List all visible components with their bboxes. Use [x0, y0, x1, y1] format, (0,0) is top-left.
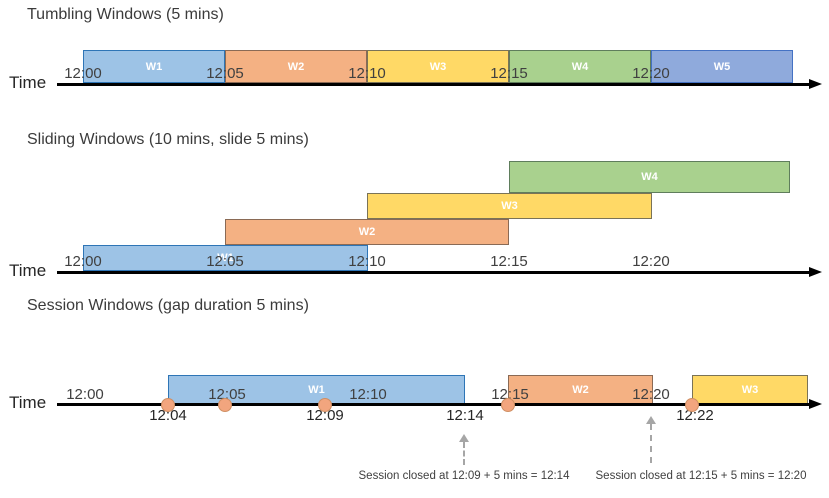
session-timeline	[57, 403, 810, 406]
session-title: Session Windows (gap duration 5 mins)	[27, 297, 309, 314]
sliding-title: Sliding Windows (10 mins, slide 5 mins)	[27, 131, 309, 148]
event-dot-1204	[161, 398, 175, 412]
tumbling-window-w2: W2	[225, 50, 367, 83]
event-label-1214: 12:14	[446, 407, 484, 424]
sliding-tick-1210: 12:10	[348, 253, 386, 270]
sliding-timeline	[57, 271, 810, 274]
tumbling-window-w1: W1	[83, 50, 225, 83]
tumbling-axis-arrow-icon	[809, 79, 822, 89]
tumbling-window-w4: W4	[509, 50, 651, 83]
sliding-tick-1215: 12:15	[490, 253, 528, 270]
tumbling-window-w5: W5	[651, 50, 793, 83]
sliding-tick-1205: 12:05	[206, 253, 244, 270]
session-close-arrow-2-icon	[646, 416, 656, 424]
session-window-w3: W3	[692, 375, 808, 404]
event-dot-1209	[318, 398, 332, 412]
session-tick-1200: 12:00	[66, 386, 104, 403]
tumbling-tick-1210: 12:10	[348, 65, 386, 82]
session-tick-1210: 12:10	[349, 386, 387, 403]
tumbling-tick-1205: 12:05	[206, 65, 244, 82]
sliding-axis-label: Time	[9, 261, 47, 280]
session-window-w1: W1	[168, 375, 465, 404]
event-label-1209: 12:09	[306, 407, 344, 424]
tumbling-timeline	[57, 83, 810, 86]
session-close-arrow-1-line	[463, 442, 465, 465]
sliding-window-w2: W2	[225, 219, 509, 245]
session-close-note-2: Session closed at 12:15 + 5 mins = 12:20	[595, 470, 807, 482]
tumbling-window-w3: W3	[367, 50, 509, 83]
sliding-tick-1220: 12:20	[632, 253, 670, 270]
session-close-arrow-2-line	[650, 424, 652, 463]
tumbling-title: Tumbling Windows (5 mins)	[27, 6, 224, 23]
sliding-window-w3: W3	[367, 193, 652, 219]
event-dot-1205	[218, 398, 232, 412]
sliding-window-w1: W1	[83, 245, 368, 271]
event-dot-1222	[685, 398, 699, 412]
session-tick-1205: 12:05	[208, 386, 246, 403]
session-close-note-1: Session closed at 12:09 + 5 mins = 12:14	[358, 470, 570, 482]
tumbling-axis-label: Time	[9, 73, 47, 92]
event-label-1222: 12:22	[676, 407, 714, 424]
session-tick-1215: 12:15	[491, 386, 529, 403]
session-axis-label: Time	[9, 393, 47, 412]
sliding-tick-1200: 12:00	[64, 253, 102, 270]
session-tick-1220: 12:20	[632, 386, 670, 403]
tumbling-tick-1200: 12:00	[64, 65, 102, 82]
sliding-window-w4: W4	[509, 161, 790, 193]
event-dot-1215	[501, 398, 515, 412]
event-label-1204: 12:04	[149, 407, 187, 424]
tumbling-tick-1220: 12:20	[632, 65, 670, 82]
session-close-arrow-1-icon	[459, 434, 469, 442]
sliding-axis-arrow-icon	[809, 267, 822, 277]
session-axis-arrow-icon	[809, 399, 822, 409]
tumbling-tick-1215: 12:15	[490, 65, 528, 82]
